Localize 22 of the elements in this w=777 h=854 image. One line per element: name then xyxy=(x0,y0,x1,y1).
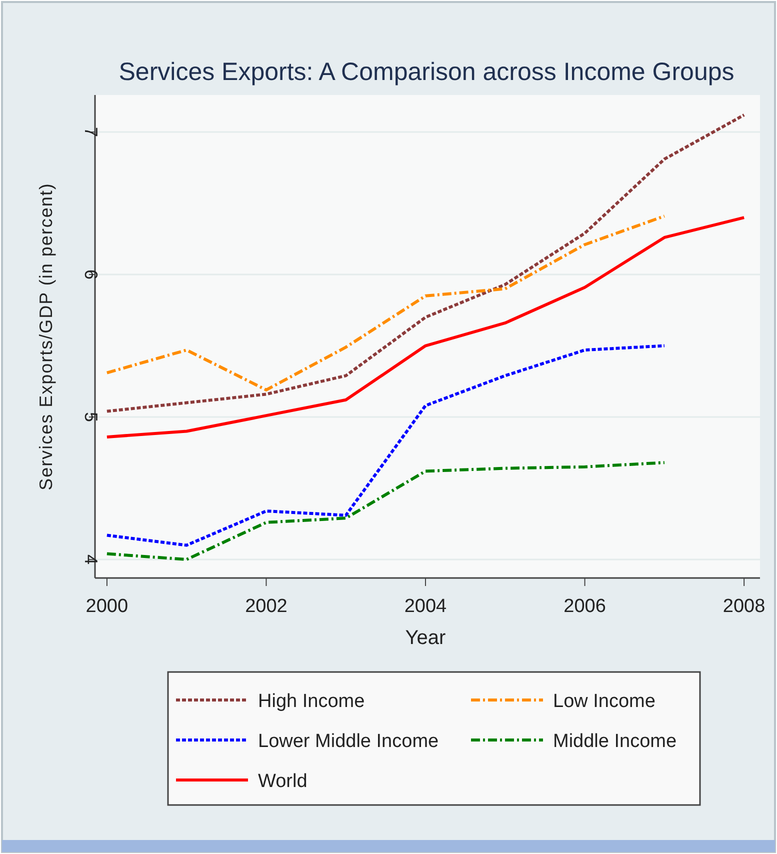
x-axis-title: Year xyxy=(405,627,446,649)
legend-label: Low Income xyxy=(553,691,656,712)
y-tick-label: 7 xyxy=(81,127,101,138)
legend-label: Middle Income xyxy=(553,731,677,752)
y-axis-title: Services Exports/GDP (in percent) xyxy=(36,182,56,490)
line-series xyxy=(105,461,666,561)
line-series xyxy=(105,214,666,392)
x-tick-label: 2008 xyxy=(722,596,766,617)
x-tick-label: 2002 xyxy=(245,596,288,617)
chart-title: Services Exports: A Comparison across Income Groups xyxy=(118,58,734,86)
y-tick-label: 6 xyxy=(81,270,101,280)
y-tick-label: 4 xyxy=(81,554,101,564)
line-series xyxy=(105,216,746,438)
x-tick-label: 2004 xyxy=(404,596,448,617)
y-tick-label: 5 xyxy=(81,412,101,422)
legend-label: Lower Middle Income xyxy=(258,731,439,752)
x-tick-label: 2000 xyxy=(86,596,128,617)
line-series xyxy=(105,113,746,413)
legend-label: World xyxy=(258,771,308,792)
legend-label: High Income xyxy=(258,691,365,712)
line-series xyxy=(105,344,666,547)
x-tick-label: 2006 xyxy=(564,596,606,617)
